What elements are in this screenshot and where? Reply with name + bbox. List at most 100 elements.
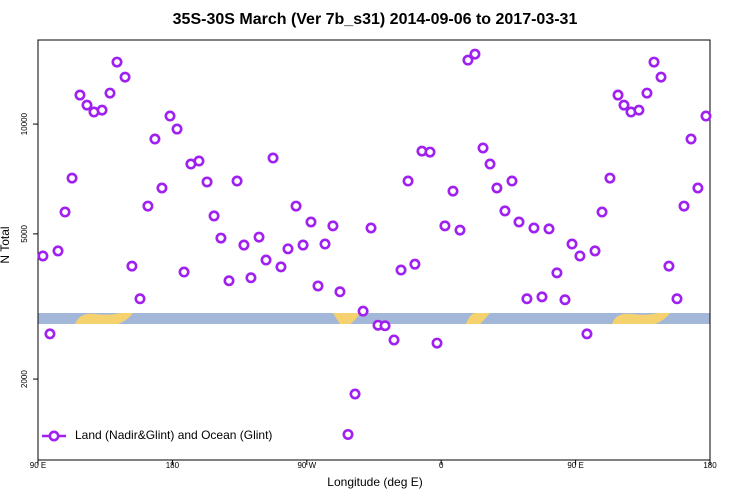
y-tick-label: 2000 <box>20 370 29 388</box>
point <box>282 243 294 255</box>
y-tick-label: 5000 <box>20 224 29 242</box>
point <box>655 71 667 83</box>
point <box>44 328 56 340</box>
point <box>536 291 548 303</box>
point <box>574 250 586 262</box>
point <box>74 89 86 101</box>
point <box>499 205 511 217</box>
point <box>641 87 653 99</box>
point <box>447 185 459 197</box>
point <box>267 152 279 164</box>
point <box>171 123 183 135</box>
point <box>342 428 354 440</box>
point <box>260 254 272 266</box>
point <box>409 258 421 270</box>
x-tick-label: 180 <box>703 461 717 470</box>
point <box>126 260 138 272</box>
point <box>66 172 78 184</box>
point <box>37 250 49 262</box>
y-tick-label: 10000 <box>20 112 29 135</box>
point <box>245 272 257 284</box>
point <box>178 266 190 278</box>
point <box>334 286 346 298</box>
point <box>566 238 578 250</box>
x-tick-label: 90 E <box>567 461 583 470</box>
point <box>231 175 243 187</box>
y-axis-label: N Total <box>0 226 12 263</box>
point <box>104 87 116 99</box>
chart-title: 35S-30S March (Ver 7b_s31) 2014-09-06 to… <box>173 11 578 28</box>
point <box>551 267 563 279</box>
point <box>134 293 146 305</box>
point <box>290 200 302 212</box>
point <box>96 104 108 116</box>
point <box>424 146 436 158</box>
point <box>648 56 660 68</box>
point <box>305 216 317 228</box>
point <box>111 56 123 68</box>
point <box>312 280 324 292</box>
point <box>52 245 64 257</box>
point <box>164 110 176 122</box>
point <box>388 334 400 346</box>
point <box>633 104 645 116</box>
point <box>528 222 540 234</box>
point <box>149 133 161 145</box>
point <box>521 293 533 305</box>
point <box>462 54 474 66</box>
point <box>700 110 712 122</box>
point <box>469 48 481 60</box>
point <box>491 182 503 194</box>
legend-label: Land (Nadir&Glint) and Ocean (Glint) <box>75 428 272 442</box>
point <box>431 337 443 349</box>
point <box>692 182 704 194</box>
point <box>193 155 205 167</box>
legend-marker <box>48 430 60 442</box>
point <box>81 99 93 111</box>
point <box>297 239 309 251</box>
point <box>215 232 227 244</box>
point <box>581 328 593 340</box>
point <box>477 142 489 154</box>
plot-frame <box>37 39 711 461</box>
point <box>379 320 391 332</box>
point <box>395 264 407 276</box>
point <box>559 294 571 306</box>
point <box>484 158 496 170</box>
x-axis-label: Longitude (deg E) <box>327 475 422 489</box>
point <box>365 222 377 234</box>
point <box>349 388 361 400</box>
point <box>119 71 131 83</box>
x-tick-label: 90 E <box>30 461 46 470</box>
point <box>506 175 518 187</box>
point <box>589 245 601 257</box>
point <box>513 216 525 228</box>
point <box>253 231 265 243</box>
point <box>319 238 331 250</box>
point <box>454 224 466 236</box>
x-tick-label: 0 <box>439 461 444 470</box>
point <box>142 200 154 212</box>
x-tick-label: 90 W <box>297 461 316 470</box>
point <box>618 99 630 111</box>
point <box>156 182 168 194</box>
map-strip <box>38 313 710 324</box>
point <box>402 175 414 187</box>
point <box>201 176 213 188</box>
point <box>223 275 235 287</box>
point <box>663 260 675 272</box>
point <box>275 261 287 273</box>
point <box>238 239 250 251</box>
point <box>678 200 690 212</box>
x-tick-label: 180 <box>166 461 180 470</box>
point <box>439 220 451 232</box>
point <box>596 206 608 218</box>
point <box>685 133 697 145</box>
point <box>612 89 624 101</box>
point <box>59 206 71 218</box>
point <box>543 223 555 235</box>
point <box>671 293 683 305</box>
point <box>604 172 616 184</box>
point <box>208 210 220 222</box>
